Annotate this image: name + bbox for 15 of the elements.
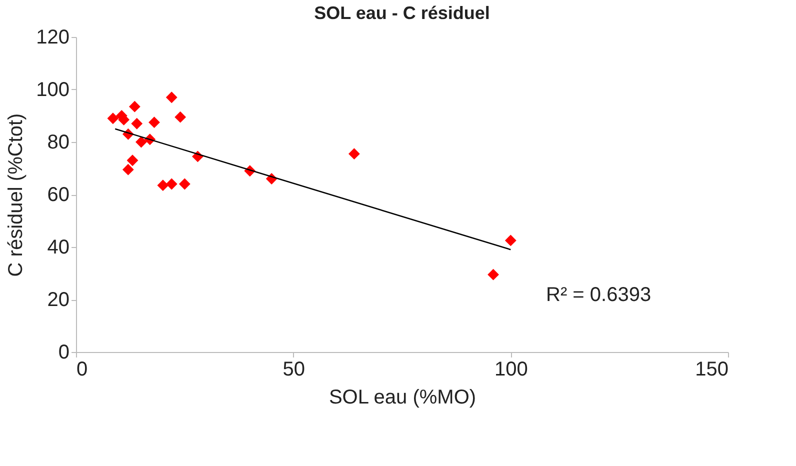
x-tick-label: 150	[695, 358, 728, 380]
chart-title: SOL eau - C résiduel	[314, 3, 490, 23]
y-tick-label: 80	[47, 132, 70, 154]
annotation: R² = 0.6393	[546, 284, 652, 306]
y-tick-label: 120	[36, 26, 70, 48]
y-axis-title: C résiduel (%Ctot)	[5, 113, 28, 277]
x-axis-title: SOL eau (%MO)	[328, 386, 476, 408]
y-tick-label: 0	[58, 342, 70, 364]
y-tick-label: 20	[47, 289, 70, 311]
x-tick-label: 100	[494, 358, 528, 380]
y-tick-label: 60	[47, 184, 70, 206]
x-tick-label: 50	[282, 358, 305, 380]
y-tick-label: 100	[36, 79, 70, 101]
y-tick-label: 40	[47, 236, 70, 258]
x-tick-label: 0	[76, 358, 88, 380]
